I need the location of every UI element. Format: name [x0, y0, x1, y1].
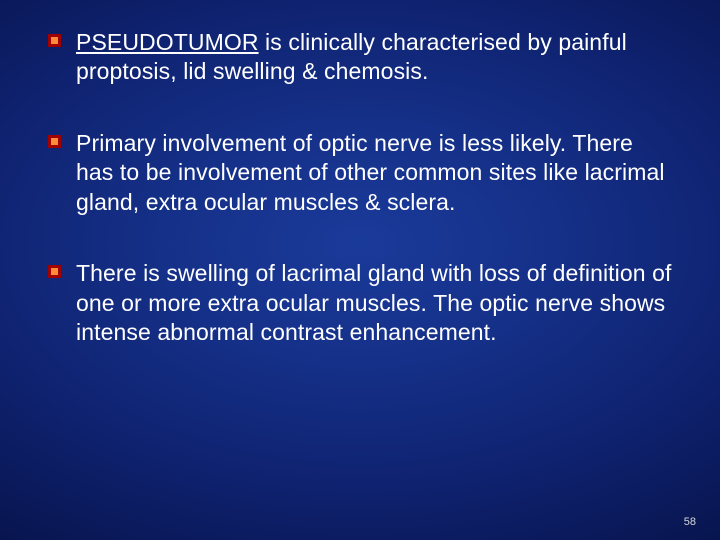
bullet-item: Primary involvement of optic nerve is le… [48, 129, 672, 217]
square-bullet-icon [48, 265, 61, 278]
bullet-text: There is swelling of lacrimal gland with… [76, 260, 672, 345]
square-bullet-icon [48, 135, 61, 148]
underlined-term: PSEUDOTUMOR [76, 29, 259, 55]
bullet-text: PSEUDOTUMOR is clinically characterised … [76, 29, 627, 84]
bullet-text: Primary involvement of optic nerve is le… [76, 130, 665, 215]
slide-number: 58 [684, 516, 696, 528]
slide-body: PSEUDOTUMOR is clinically characterised … [0, 0, 720, 540]
square-bullet-icon [48, 34, 61, 47]
bullet-item: There is swelling of lacrimal gland with… [48, 259, 672, 347]
bullet-list: PSEUDOTUMOR is clinically characterised … [48, 28, 672, 348]
bullet-item: PSEUDOTUMOR is clinically characterised … [48, 28, 672, 87]
